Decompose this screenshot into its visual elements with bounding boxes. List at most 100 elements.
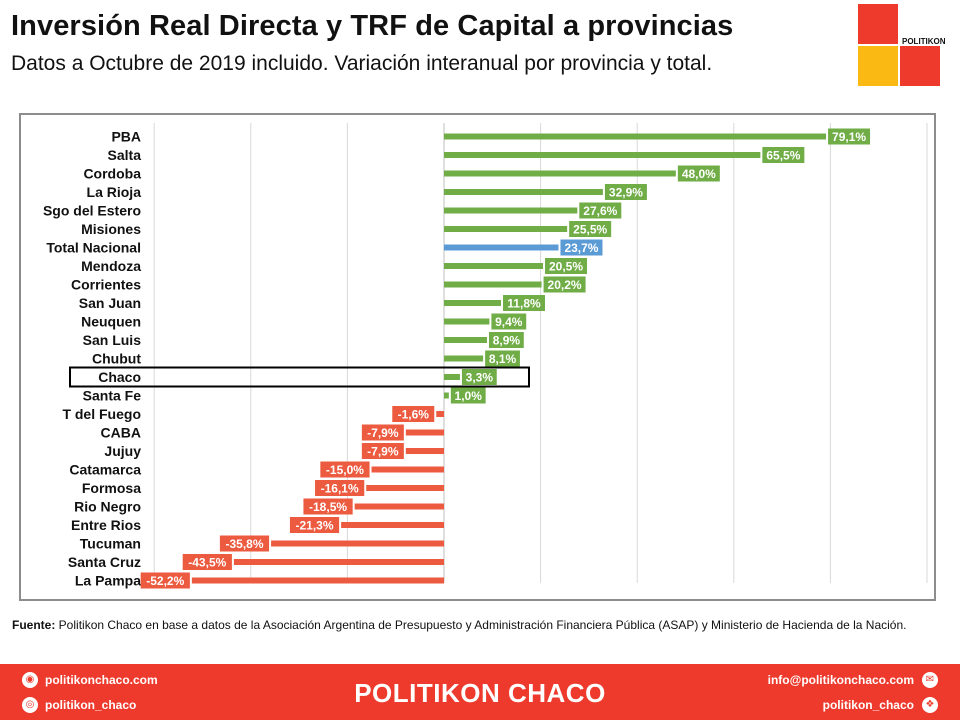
data-label: 3,3% [466,371,494,385]
data-label: 20,2% [548,278,582,292]
instagram-icon: ◎ [22,697,38,713]
data-label-box [543,276,586,293]
email-icon: ✉ [922,672,938,688]
data-label: -16,1% [321,482,359,496]
bar [444,392,449,399]
data-label: -18,5% [309,500,347,514]
bar [405,448,444,454]
twitter-handle[interactable]: politikon_chaco [822,698,914,712]
bar [354,503,444,510]
data-label-box [560,239,603,256]
bar [444,281,542,288]
data-label-box [320,461,370,478]
bar [444,226,568,232]
bar [436,411,444,417]
category-label: La Rioja [87,184,142,200]
data-label-box [604,184,647,200]
data-label-box [579,202,622,219]
bar-chart: PBA 79,1% Salta 65,5% Cordoba 48,0% La Rioja 32… [43,123,928,589]
data-label: -1,6% [398,408,430,422]
data-label-box [315,480,365,496]
source-label: Fuente: [12,618,56,632]
category-label: Salta [108,147,142,163]
category-label: Formosa [82,480,141,496]
data-label: 8,1% [489,352,517,366]
bar [444,374,460,380]
data-label: -7,9% [367,426,399,440]
bar [444,133,827,140]
data-label: 8,9% [493,334,521,348]
data-label-box [545,258,588,274]
bar [444,318,490,325]
data-label: 1,0% [455,389,483,403]
bar [191,577,444,584]
data-label-box [569,221,612,237]
chart-frame: PBA 79,1% Salta 65,5% Cordoba 48,0% La Rioja 32… [19,113,936,601]
data-label: 25,5% [573,223,607,237]
data-label-box [461,369,497,385]
category-label: T del Fuego [62,406,141,422]
data-label-box [502,295,545,311]
data-label: -21,3% [296,519,334,533]
bar [444,189,603,195]
politikon-logo: POLITIKON [858,4,946,86]
bar [271,540,444,547]
data-label-box [485,350,520,367]
footer-bar: ◉ politikonchaco.com ◎ politikon_chaco P… [0,664,960,720]
chart-title: Inversión Real Directa y TRF de Capital … [11,10,734,42]
category-label: Santa Cruz [68,554,141,570]
data-label-box [450,387,486,404]
logo-text: POLITIKON [902,37,946,46]
bar [444,300,501,306]
data-label-box [361,443,404,459]
data-label-box [289,517,340,533]
category-label: San Juan [79,295,141,311]
data-label: 65,5% [766,149,800,163]
data-label-box [140,572,190,589]
bar [366,485,444,491]
category-label: Entre Rios [71,517,141,533]
data-label: -35,8% [225,537,263,551]
data-label: 27,6% [583,204,617,218]
twitter-icon: ❖ [922,697,938,713]
data-label-box [392,406,435,422]
category-label: CABA [101,425,141,441]
globe-icon: ◉ [22,672,38,688]
data-label: -43,5% [188,556,226,570]
category-label: Chaco [98,369,141,385]
category-label: San Luis [83,332,142,348]
category-label: Neuquen [81,314,141,330]
bar [444,263,544,269]
data-label: 79,1% [832,130,866,144]
bar [444,170,676,177]
footer-brand: POLITIKON CHACO [354,678,606,708]
data-label: -15,0% [326,463,364,477]
email-link[interactable]: info@politikonchaco.com [767,673,914,687]
logo-square-red-bottom [900,46,940,86]
website-link[interactable]: politikonchaco.com [45,673,158,687]
logo-square-red-top [858,4,898,44]
logo-square-yellow [858,46,898,86]
chart-subtitle: Datos a Octubre de 2019 incluido. Variac… [11,52,713,75]
category-label: Tucuman [80,536,141,552]
bar [444,337,487,343]
bar [444,355,484,362]
data-label-box [303,498,353,515]
highlight-box [69,366,530,388]
data-label: 32,9% [609,186,643,200]
source-text: Politikon Chaco en base a datos de la As… [55,618,907,632]
source-note: Fuente: Politikon Chaco en base a datos … [12,617,942,633]
category-label: Chubut [92,351,141,367]
bar [233,559,444,565]
category-label: Sgo del Estero [43,203,141,219]
data-label-box [361,424,404,441]
category-label: Jujuy [104,443,141,459]
logo-square-white [900,4,940,44]
category-label: Mendoza [81,258,141,274]
data-label: 11,8% [507,297,541,311]
data-label: 23,7% [564,241,598,255]
data-label: -52,2% [146,574,184,588]
instagram-handle[interactable]: politikon_chaco [45,698,137,712]
category-label: Santa Fe [83,388,142,404]
bar [444,207,578,214]
